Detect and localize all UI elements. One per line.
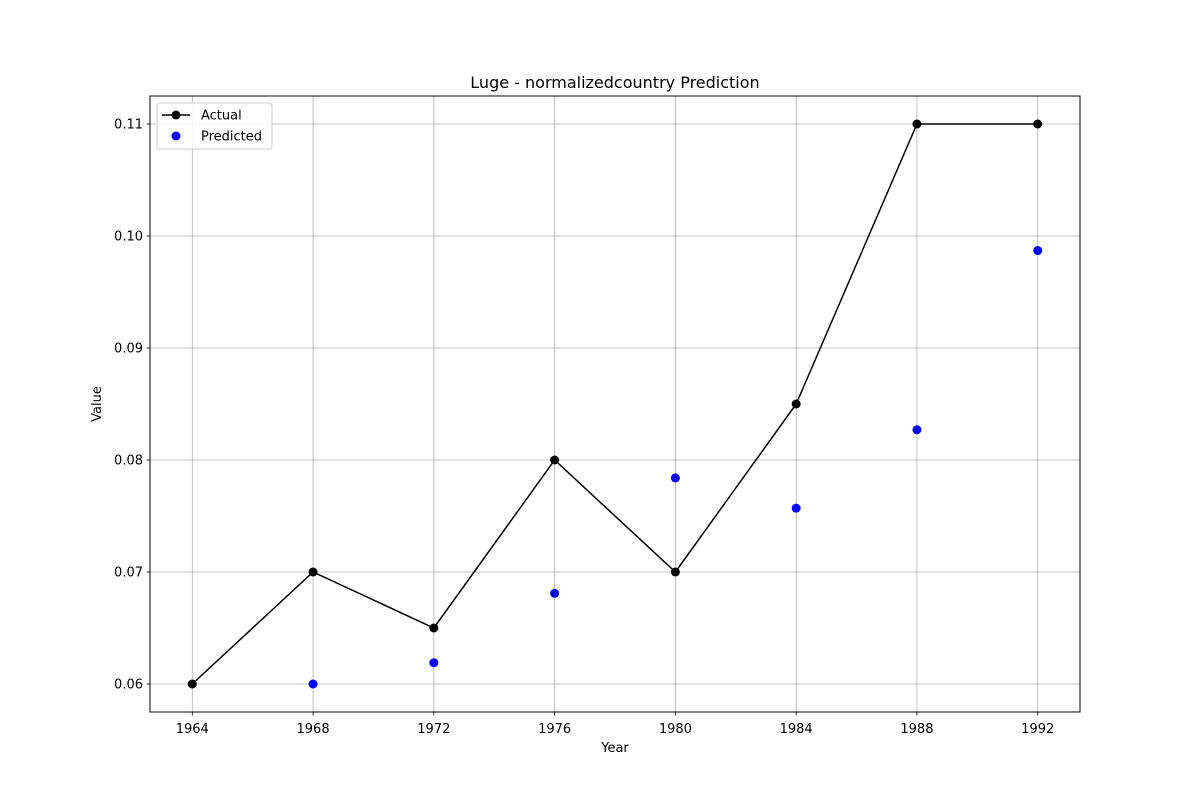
actual-data-point [308,567,318,577]
predicted-data-point [429,658,439,668]
actual-data-point [550,455,560,465]
actual-data-point [1033,119,1043,129]
y-tick-label: 0.11 [114,118,143,133]
x-tick-label: 1972 [417,722,450,737]
predicted-data-point [912,425,922,435]
y-tick-label: 0.08 [114,454,143,469]
legend-predicted-label: Predicted [201,130,262,145]
predicted-data-point [1033,246,1043,256]
x-tick-label: 1988 [900,722,933,737]
legend-predicted-marker [171,131,181,141]
x-tick-label: 1980 [659,722,692,737]
actual-data-point [187,679,197,689]
x-tick-label: 1964 [176,722,209,737]
grid [150,96,1080,712]
legend-actual-label: Actual [201,109,242,124]
plot-frame [149,95,1081,713]
predicted-data-point [791,503,801,513]
actual-data-point [912,119,922,129]
y-tick-label: 0.09 [114,342,143,357]
x-tick-label: 1968 [297,722,330,737]
x-axis-title: Year [600,741,629,756]
x-tick-label: 1992 [1021,722,1054,737]
actual-data-point [429,623,439,633]
predicted-data-point [670,473,680,483]
actual-series-line [191,123,1038,685]
y-axis-title: Value [90,386,105,422]
series [187,119,1043,689]
predicted-data-point [550,588,560,598]
legend-actual-marker [171,110,181,120]
x-tick-label: 1984 [780,722,813,737]
y-tick-label: 0.07 [114,566,143,581]
legend: Actual Predicted [156,102,273,150]
plot-area [150,96,1080,712]
actual-data-point [670,567,680,577]
chart-title: Luge - normalizedcountry Prediction [470,73,759,92]
actual-data-point [791,399,801,409]
predicted-data-point [308,679,318,689]
x-tick-label: 1976 [538,722,571,737]
y-tick-label: 0.10 [114,230,143,245]
axis-ticks: 1964 1968 1972 1976 1980 1984 1988 1992 0.06 0.07… [114,118,1054,738]
y-tick-label: 0.06 [114,678,143,693]
